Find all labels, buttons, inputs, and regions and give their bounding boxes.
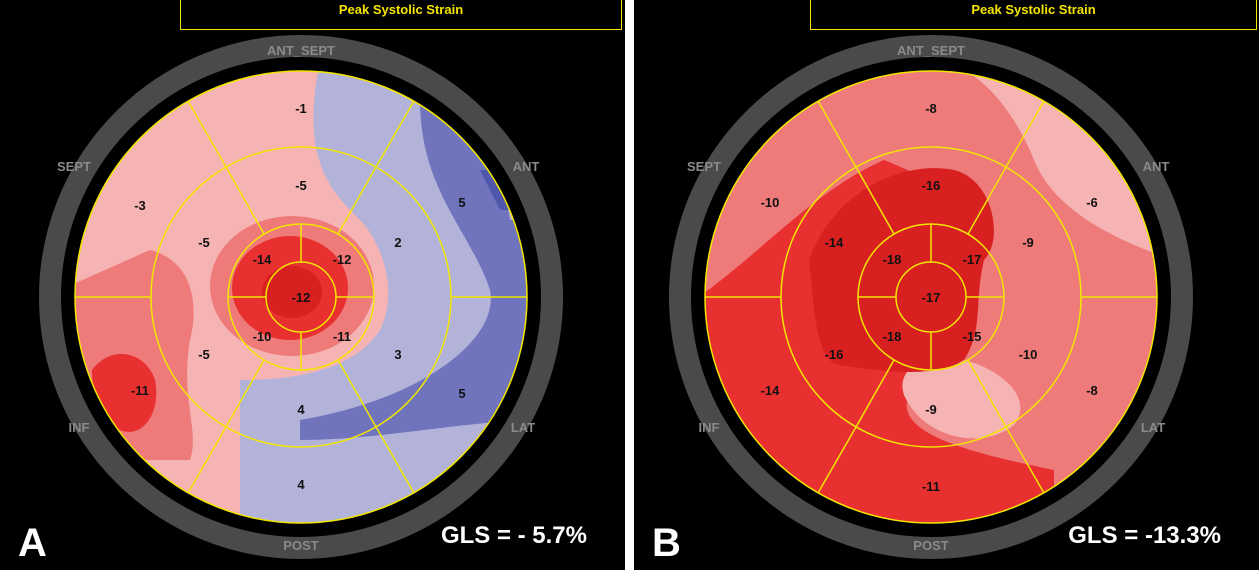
basal-posterior-value: 4 [297, 477, 305, 492]
apical-anterior-value: -17 [963, 252, 982, 267]
segment-grid-a [74, 70, 528, 524]
basal-anterior-septum-value: -8 [925, 101, 937, 116]
mid-anterior-septum-value: -5 [295, 178, 307, 193]
apical-septum-value: -14 [253, 252, 273, 267]
region-label-inf: INF [69, 420, 90, 435]
mid-anterior-value: 2 [394, 235, 401, 250]
bullseye-plot-a: ANT_SEPT ANT LAT POST INF SEPT -1 5 5 4 … [39, 35, 563, 559]
region-labels-a: ANT_SEPT ANT LAT POST INF SEPT [57, 43, 539, 553]
segment-values-a: -1 5 5 4 -11 -3 -5 2 3 4 -5 -5 -12 -11 -… [131, 101, 466, 492]
basal-lateral-value: -8 [1086, 383, 1098, 398]
mid-inferior-value: -16 [825, 347, 844, 362]
bullseye-plot-b: ANT_SEPT ANT LAT POST INF SEPT -8 -6 -8 … [669, 35, 1193, 559]
mid-lateral-value: -10 [1019, 347, 1038, 362]
region-label-inf: INF [699, 420, 720, 435]
basal-septum-value: -3 [134, 198, 146, 213]
gls-value: GLS = -13.3% [1068, 522, 1221, 549]
region-labels-b: ANT_SEPT ANT LAT POST INF SEPT [687, 43, 1169, 553]
basal-inferior-value: -11 [131, 383, 149, 398]
apical-septum-value: -18 [883, 252, 902, 267]
mid-septum-value: -5 [198, 235, 210, 250]
mid-lateral-value: 3 [394, 347, 401, 362]
basal-septum-value: -10 [761, 195, 780, 210]
region-label-ant-sept: ANT_SEPT [897, 43, 965, 58]
bullseye-panel-a: Peak Systolic Strain [0, 0, 625, 570]
region-label-ant-sept: ANT_SEPT [267, 43, 335, 58]
region-label-post: POST [283, 538, 318, 553]
segment-values-b: -8 -6 -8 -11 -14 -10 -16 -9 -10 -9 -16 -… [761, 101, 1098, 494]
gls-value: GLS = - 5.7% [440, 522, 587, 549]
panel-title: Peak Systolic Strain [180, 0, 622, 30]
mid-posterior-value: 4 [297, 402, 305, 417]
region-label-lat: LAT [1141, 420, 1165, 435]
basal-inferior-value: -14 [761, 383, 781, 398]
basal-anterior-value: -6 [1086, 195, 1098, 210]
apical-lateral-value: -15 [963, 329, 982, 344]
apical-anterior-value: -12 [333, 252, 352, 267]
apical-lateral-value: -11 [333, 329, 351, 344]
region-label-ant: ANT [1143, 159, 1170, 174]
basal-posterior-value: -11 [922, 479, 940, 494]
panel-letter: B [652, 521, 681, 565]
apical-inferior-value: -10 [253, 329, 272, 344]
mid-inferior-value: -5 [198, 347, 210, 362]
outer-ring-arc [692, 37, 962, 203]
apical-inferior-value: -18 [883, 329, 902, 344]
apex-value: -12 [292, 290, 311, 305]
region-label-sept: SEPT [57, 159, 91, 174]
mid-septum-value: -14 [825, 235, 845, 250]
basal-lateral-value: 5 [458, 386, 465, 401]
panel-letter: A [18, 521, 47, 565]
outer-ring-arc [62, 37, 332, 203]
mid-posterior-value: -9 [925, 402, 937, 417]
bullseye-panel-b: Peak Systolic Strain [634, 0, 1259, 570]
apex-value: -17 [922, 290, 941, 305]
segment-grid-b [704, 70, 1158, 524]
basal-anterior-septum-value: -1 [295, 101, 307, 116]
mid-anterior-value: -9 [1022, 235, 1034, 250]
region-label-ant: ANT [513, 159, 540, 174]
panel-title: Peak Systolic Strain [810, 0, 1257, 30]
region-label-lat: LAT [511, 420, 535, 435]
region-label-sept: SEPT [687, 159, 721, 174]
basal-anterior-value: 5 [458, 195, 465, 210]
region-label-post: POST [913, 538, 948, 553]
mid-anterior-septum-value: -16 [922, 178, 941, 193]
